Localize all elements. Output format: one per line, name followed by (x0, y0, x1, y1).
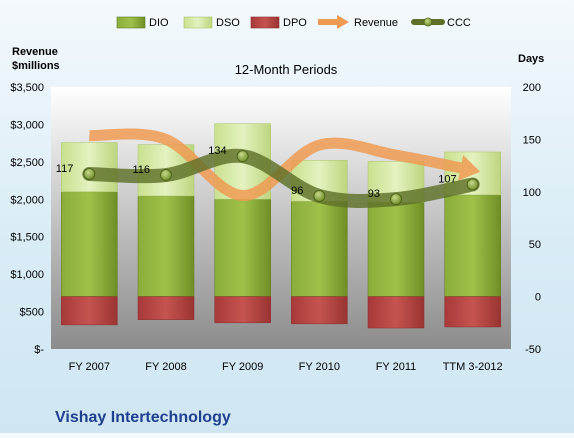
left-tick-label: $1,000 (10, 269, 44, 281)
ccc-point (466, 178, 479, 191)
x-tick-label: FY 2007 (69, 361, 110, 373)
legend-swatch-dpo (250, 16, 280, 29)
ccc-point (236, 150, 249, 163)
ccc-data-label: 134 (208, 145, 226, 157)
revenue-arrowhead (458, 155, 481, 181)
dpo-bar (214, 296, 271, 324)
ccc-point (83, 167, 96, 180)
left-tick-label: $2,000 (10, 194, 44, 206)
ccc-data-label: 96 (291, 185, 303, 197)
ccc-point (313, 189, 326, 202)
legend-swatch-ccc-dot (423, 17, 433, 27)
x-tick-label: FY 2009 (222, 361, 263, 373)
left-tick-label: $2,500 (10, 157, 44, 169)
ccc-data-label: 107 (438, 173, 456, 185)
dpo-bar (367, 296, 425, 329)
dio-bar (137, 195, 195, 297)
right-tick-label: 150 (523, 134, 541, 146)
ccc-data-label: 116 (132, 164, 150, 176)
legend: DIO DSO DPO Revenue CCC (116, 15, 471, 29)
x-axis-ticks: FY 2007 FY 2008 FY 2009 FY 2010 FY 2011 TTM 3… (69, 361, 503, 373)
revenue-layer (89, 128, 481, 202)
dio-bar (61, 191, 118, 297)
legend-label-dso: DSO (216, 17, 240, 29)
dpo-bar (61, 296, 118, 326)
left-tick-label: $3,000 (10, 119, 44, 131)
legend-label-revenue: Revenue (354, 17, 398, 29)
right-tick-label: 200 (523, 82, 541, 94)
legend-swatch-dso (183, 16, 213, 29)
left-tick-label: $1,500 (10, 232, 44, 244)
left-tick-label: $- (34, 344, 44, 356)
ccc-point (390, 193, 402, 206)
dpo-bar (291, 296, 348, 325)
company-name: Vishay Intertechnology (55, 409, 231, 426)
left-tick-label: $3,500 (10, 82, 44, 94)
ccc-layer: 117 116 134 96 93 107 (56, 145, 480, 208)
chart-subtitle: 12-Month Periods (235, 62, 338, 77)
legend-label-ccc: CCC (447, 17, 471, 29)
left-axis-title-line1: Revenue (12, 46, 58, 58)
dio-bar (444, 194, 501, 297)
ccc-data-label: 117 (56, 163, 74, 175)
x-tick-label: FY 2011 (376, 361, 417, 373)
right-tick-label: -50 (525, 344, 541, 356)
plot-area (51, 87, 511, 349)
right-tick-label: 0 (535, 292, 541, 304)
legend-label-dio: DIO (149, 17, 169, 29)
left-axis-ticks: $- $500 $1,000 $1,500 $2,000 $2,500 $3,000 $3,5… (10, 82, 44, 356)
legend-swatch-dio (116, 16, 146, 29)
right-tick-label: 100 (523, 187, 541, 199)
legend-swatch-revenue-head (337, 15, 349, 29)
ccc-data-label: 93 (368, 188, 380, 200)
right-axis-title: Days (518, 53, 544, 65)
x-tick-label: TTM 3-2012 (443, 361, 503, 373)
ccc-point (160, 169, 172, 182)
x-tick-label: FY 2008 (145, 361, 186, 373)
left-tick-label: $500 (20, 307, 44, 319)
revenue-line (89, 128, 462, 202)
left-axis-title-line2: $millions (12, 60, 60, 72)
dpo-bar (137, 296, 195, 320)
dio-bar (214, 198, 271, 297)
legend-label-dpo: DPO (283, 17, 307, 29)
right-tick-label: 50 (529, 239, 541, 251)
x-tick-label: FY 2010 (299, 361, 340, 373)
dpo-bar (444, 296, 501, 328)
dio-bar (367, 202, 425, 297)
dio-bar (291, 200, 348, 297)
right-axis-ticks: -50 0 50 100 150 200 (523, 82, 541, 356)
